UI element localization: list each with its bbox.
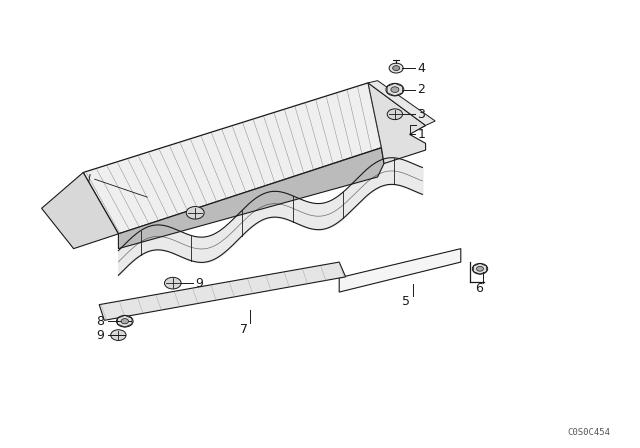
Polygon shape	[83, 83, 426, 234]
Polygon shape	[118, 148, 384, 249]
Circle shape	[389, 63, 403, 73]
Text: 4: 4	[417, 61, 425, 75]
Polygon shape	[99, 262, 346, 320]
Text: I: I	[88, 174, 91, 184]
Text: 9: 9	[96, 328, 104, 342]
Circle shape	[111, 330, 126, 340]
Circle shape	[387, 109, 403, 120]
Text: C0S0C454: C0S0C454	[567, 428, 611, 437]
Circle shape	[472, 263, 488, 274]
Text: 9: 9	[195, 276, 203, 290]
Circle shape	[121, 319, 129, 324]
Circle shape	[186, 207, 204, 219]
Polygon shape	[368, 83, 426, 164]
Circle shape	[393, 66, 399, 71]
Circle shape	[116, 315, 133, 327]
Text: 8: 8	[96, 314, 104, 328]
Text: 1: 1	[417, 128, 425, 141]
Polygon shape	[42, 172, 118, 249]
Circle shape	[386, 83, 404, 96]
Text: 2: 2	[417, 83, 425, 96]
Polygon shape	[339, 249, 461, 292]
Circle shape	[164, 277, 181, 289]
Text: 7: 7	[241, 323, 248, 336]
Text: 3: 3	[417, 108, 425, 121]
Circle shape	[477, 267, 483, 271]
Text: 6: 6	[475, 282, 483, 296]
Circle shape	[391, 87, 399, 92]
Polygon shape	[368, 81, 435, 125]
Text: 5: 5	[403, 294, 410, 308]
